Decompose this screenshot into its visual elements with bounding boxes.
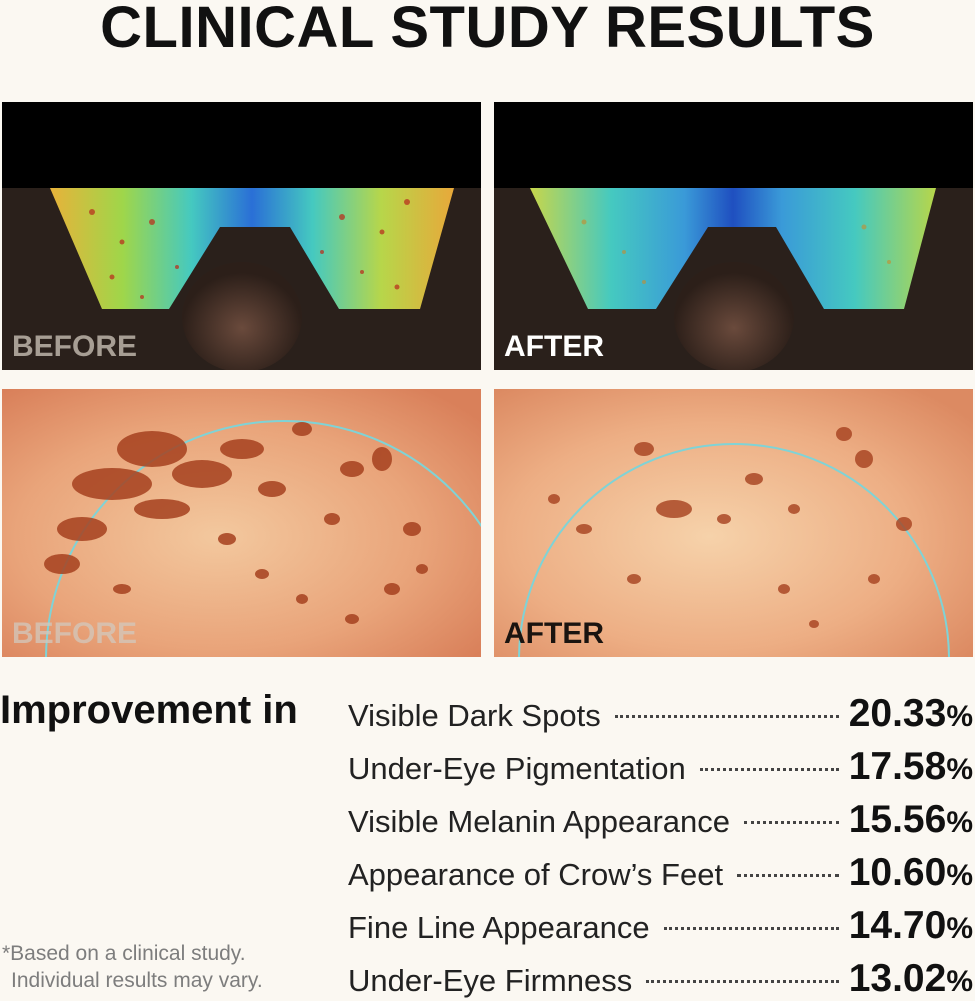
heatmap-after-graphic	[494, 102, 973, 370]
result-label: Visible Dark Spots	[348, 698, 601, 733]
dotted-leader	[699, 768, 839, 771]
result-row: Under-Eye Firmness 13.02%	[348, 957, 973, 1001]
result-row: Appearance of Crow’s Feet 10.60%	[348, 851, 973, 895]
result-value: 17.58%	[848, 745, 973, 788]
result-row: Under-Eye Pigmentation 17.58%	[348, 745, 973, 789]
result-row: Visible Dark Spots 20.33%	[348, 692, 973, 736]
dark-spots-before-image: BEFORE	[2, 389, 481, 657]
heatmap-after-image: AFTER	[494, 102, 973, 370]
result-value: 20.33%	[848, 692, 973, 735]
result-label: Appearance of Crow’s Feet	[348, 857, 724, 892]
dotted-leader	[663, 927, 839, 930]
result-value: 13.02%	[848, 957, 973, 1000]
result-value: 15.56%	[848, 798, 973, 841]
result-value: 14.70%	[848, 904, 973, 947]
heatmap-before-image: BEFORE	[2, 102, 481, 370]
result-value: 10.60%	[848, 851, 973, 894]
result-row: Fine Line Appearance 14.70%	[348, 904, 973, 948]
dotted-leader	[744, 821, 839, 824]
result-label: Visible Melanin Appearance	[348, 804, 731, 839]
improvement-heading: Improvement in	[0, 688, 298, 732]
heatmap-before-graphic	[2, 102, 481, 370]
disclaimer: *Based on a clinical study. Individual r…	[2, 940, 292, 994]
result-label: Under-Eye Firmness	[348, 963, 633, 998]
dark-spots-after-image: AFTER	[494, 389, 973, 657]
result-label: Fine Line Appearance	[348, 910, 650, 945]
dotted-leader	[646, 980, 839, 983]
dotted-leader	[737, 874, 839, 877]
before-label: BEFORE	[12, 330, 138, 363]
result-row: Visible Melanin Appearance 15.56%	[348, 798, 973, 842]
after-label: AFTER	[504, 617, 604, 650]
disclaimer-line: Individual results may vary.	[11, 969, 263, 992]
before-label: BEFORE	[12, 617, 138, 650]
dark-spots-before-graphic	[2, 389, 481, 657]
dark-spots-after-graphic	[494, 389, 973, 657]
page-title: CLINICAL STUDY RESULTS	[100, 0, 875, 60]
result-label: Under-Eye Pigmentation	[348, 751, 686, 786]
after-label: AFTER	[504, 330, 604, 363]
disclaimer-line: *Based on a clinical study.	[2, 942, 246, 965]
dotted-leader	[614, 715, 839, 718]
